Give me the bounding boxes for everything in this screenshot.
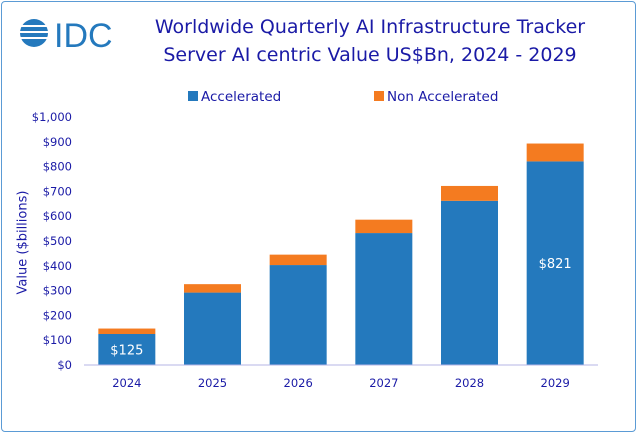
y-tick-label: $800 [43, 160, 72, 174]
bar-non-accelerated [441, 185, 498, 201]
bar-non-accelerated [526, 143, 584, 162]
x-tick-label: 2026 [284, 376, 313, 390]
x-tick-label: 2028 [455, 376, 484, 390]
chart-subtitle: Server AI centric Value US$Bn, 2024 - 20… [163, 44, 577, 66]
y-tick-label: $300 [43, 284, 72, 298]
bar-accelerated [184, 292, 241, 365]
y-tick-label: $400 [43, 259, 72, 273]
bar-accelerated [441, 200, 498, 365]
bar-non-accelerated [355, 219, 413, 234]
bar-accelerated [269, 265, 327, 365]
bar-accelerated [526, 161, 584, 365]
y-tick-label: $200 [43, 308, 72, 322]
y-tick-label: $100 [43, 333, 72, 347]
y-tick-label: $0 [57, 358, 72, 372]
legend-label: Non Accelerated [387, 89, 498, 105]
bar-non-accelerated [269, 254, 327, 266]
x-tick-label: 2029 [541, 376, 570, 390]
x-tick-label: 2024 [112, 376, 141, 390]
y-tick-label: $700 [43, 184, 72, 198]
bar-accelerated [98, 334, 156, 365]
svg-text:IDC: IDC [54, 17, 113, 52]
idc-logo: IDC [18, 17, 113, 52]
legend-swatch [188, 91, 198, 101]
bar-accelerated [355, 233, 413, 365]
chart-title: Worldwide Quarterly AI Infrastructure Tr… [154, 16, 586, 38]
x-tick-label: 2027 [369, 376, 398, 390]
data-label: $125 [110, 344, 143, 359]
y-tick-label: $500 [43, 234, 72, 248]
legend-swatch [374, 91, 384, 101]
x-tick-label: 2025 [198, 376, 227, 390]
y-tick-label: $900 [43, 135, 72, 149]
y-tick-label: $1,000 [32, 110, 72, 124]
data-label: $821 [539, 257, 572, 272]
bar-non-accelerated [98, 328, 156, 334]
legend-label: Accelerated [201, 89, 281, 105]
y-tick-label: $600 [43, 209, 72, 223]
bar-non-accelerated [184, 284, 241, 293]
